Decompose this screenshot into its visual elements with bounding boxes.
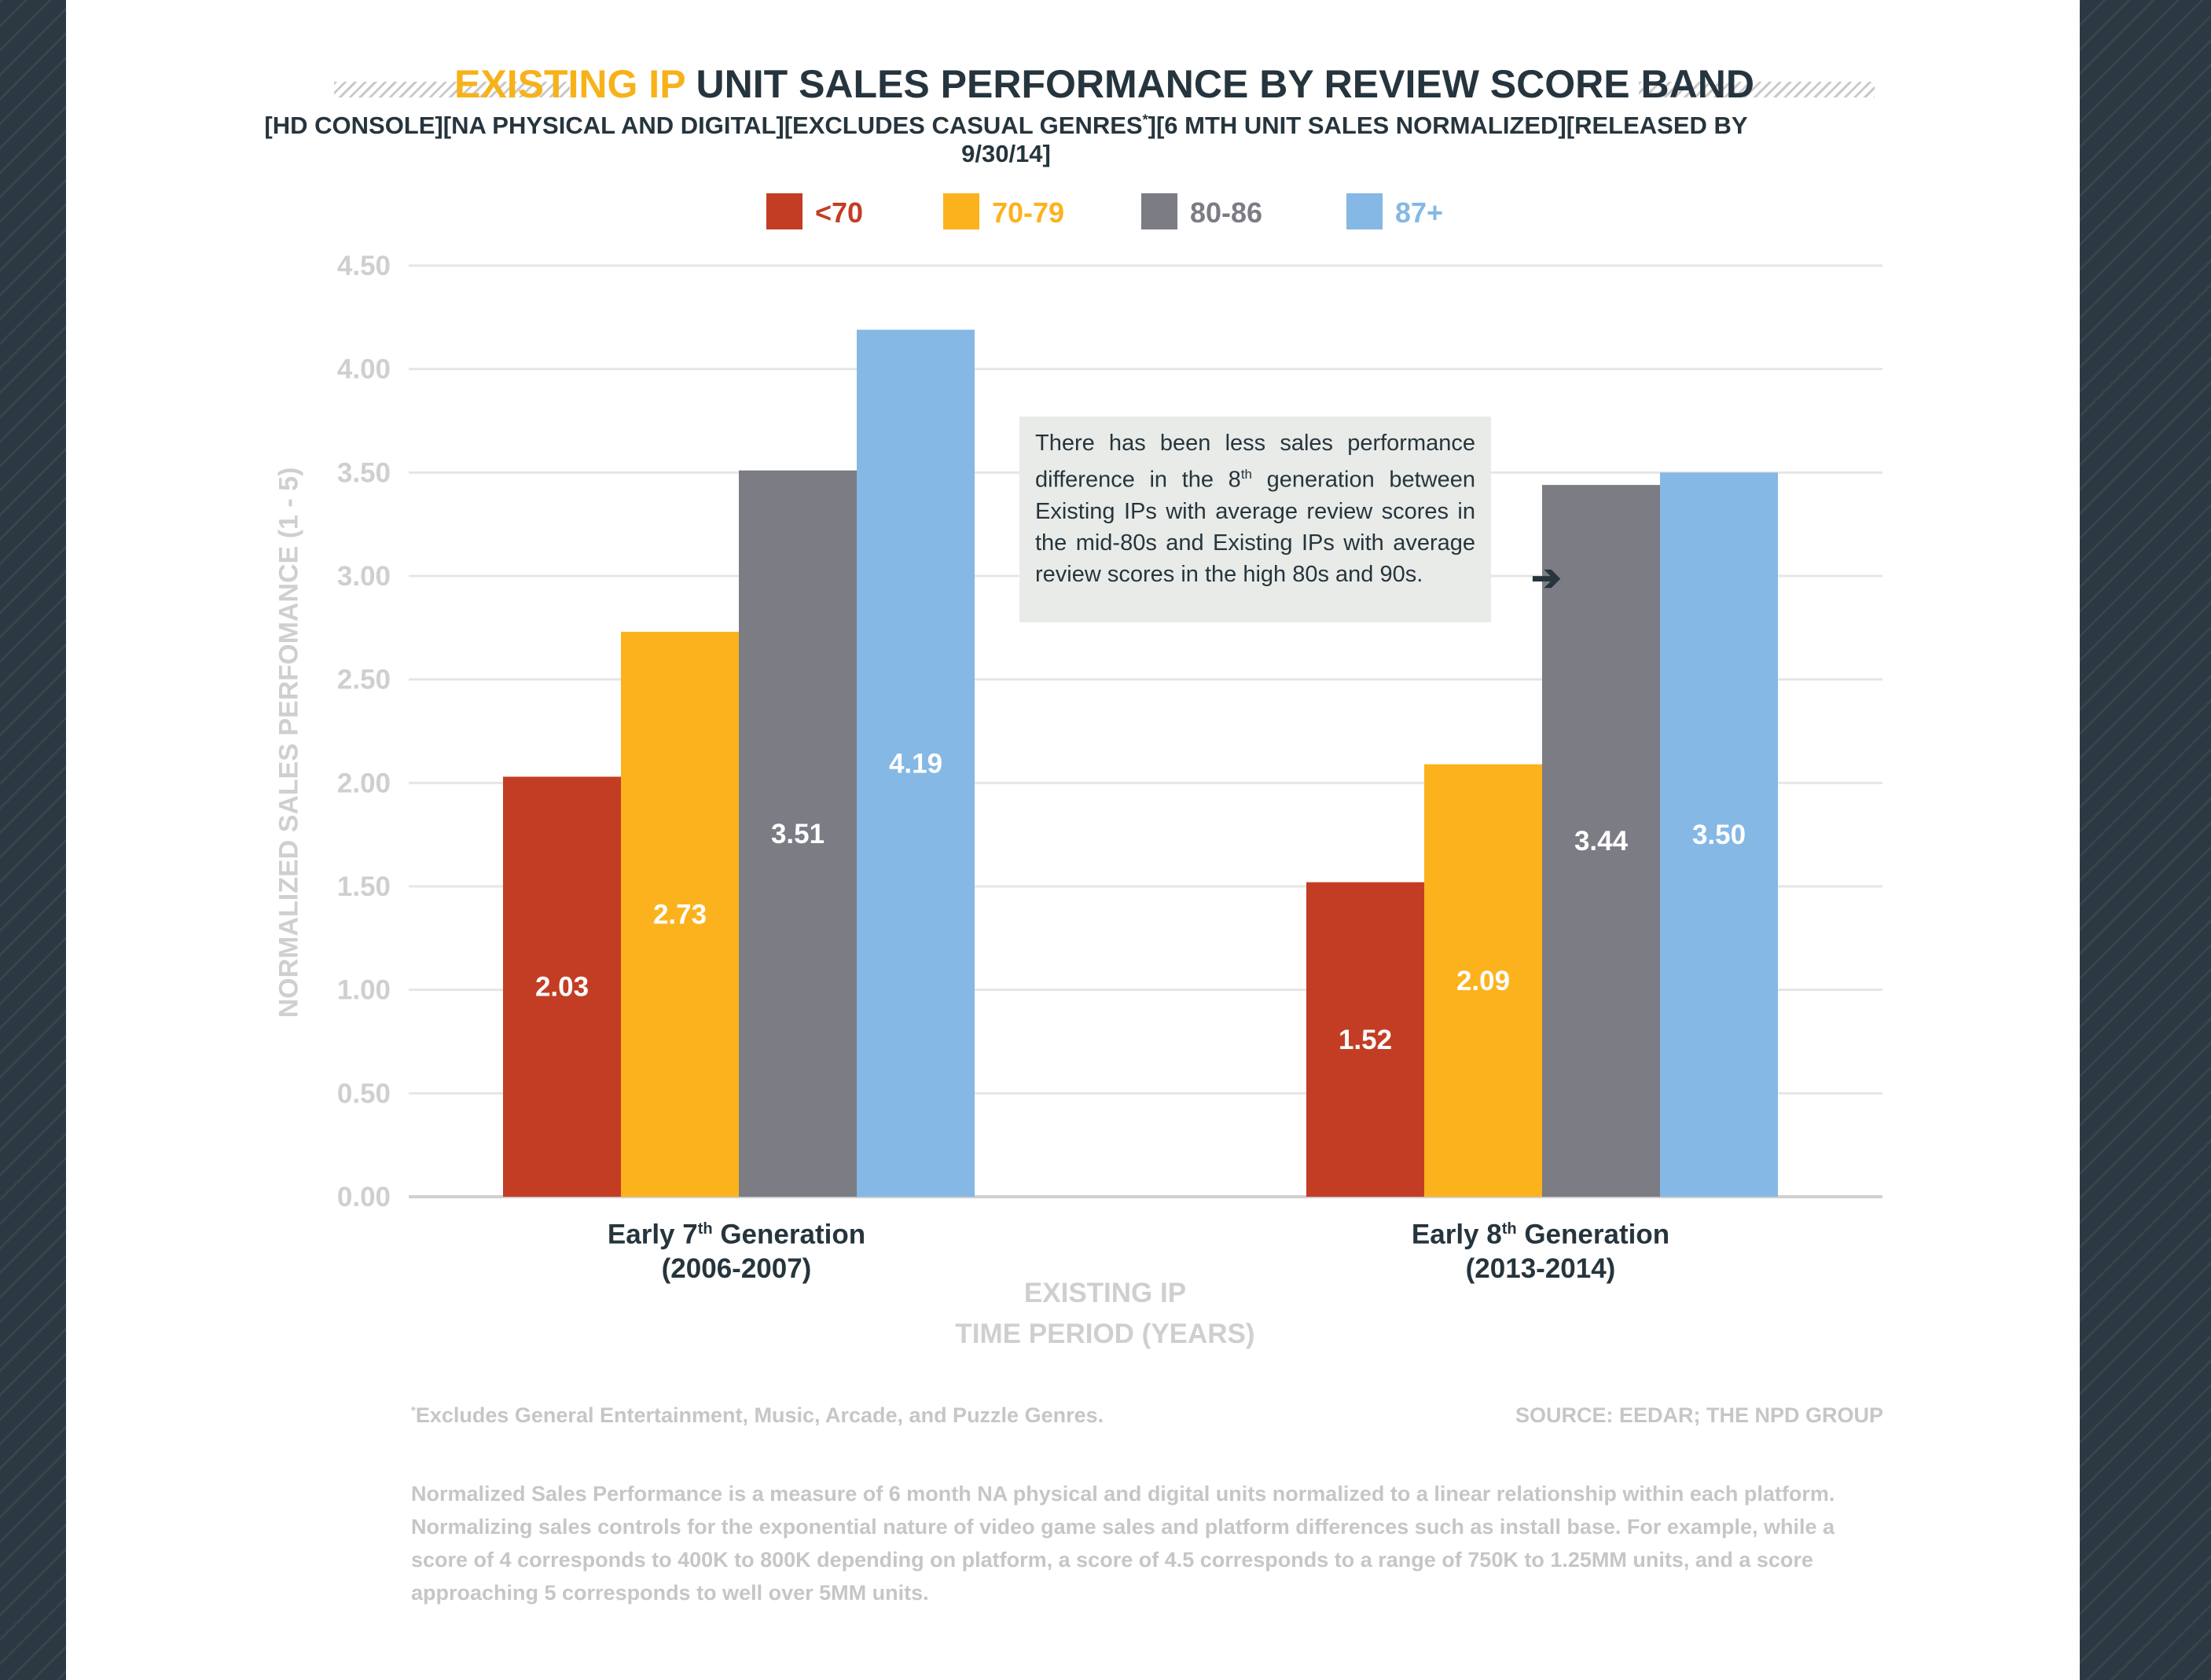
chart-title-rest: UNIT SALES PERFORMANCE BY REVIEW SCORE B… bbox=[685, 62, 1754, 106]
legend-swatch-80-86 bbox=[1141, 193, 1177, 229]
x-category-label-1: Early 8th Generation (2013-2014) bbox=[1344, 1212, 1737, 1286]
data-label-1-0: 2.73 bbox=[653, 900, 707, 930]
legend-swatch-87plus bbox=[1346, 193, 1383, 229]
subtitle-sup: * bbox=[1142, 112, 1148, 128]
bar-2-1 bbox=[1542, 485, 1660, 1197]
callout-sup: th bbox=[1240, 467, 1252, 482]
source-credit: SOURCE: EEDAR; THE NPD GROUP bbox=[1515, 1403, 1883, 1427]
label-layer: 2.03 1.52 2.73 2.09 3.51 3.44 4.19 3.50 bbox=[535, 748, 1746, 1055]
chart-subtitle: [HD CONSOLE][NA PHYSICAL AND DIGITAL][EX… bbox=[236, 112, 1776, 168]
x-cat1-sup: th bbox=[1501, 1220, 1517, 1238]
footnote-text: Excludes General Entertainment, Music, A… bbox=[415, 1403, 1104, 1427]
y-tick-label: 1.50 bbox=[337, 871, 391, 902]
footnote-sup: * bbox=[411, 1404, 416, 1418]
methodology-note: Normalized Sales Performance is a measur… bbox=[411, 1482, 1835, 1605]
bar-1-1 bbox=[1424, 764, 1542, 1197]
bar-3-1 bbox=[1660, 472, 1778, 1197]
x-axis-title-line1: EXISTING IP bbox=[1023, 1278, 1187, 1308]
y-tick-label: 3.00 bbox=[337, 561, 391, 592]
chart-title: EXISTING IP UNIT SALES PERFORMANCE BY RE… bbox=[334, 61, 1875, 107]
title-row: EXISTING IP UNIT SALES PERFORMANCE BY RE… bbox=[334, 61, 1875, 118]
bar-2-0 bbox=[739, 470, 857, 1197]
legend-swatch-70-79 bbox=[943, 193, 979, 229]
legend-swatch-lt70 bbox=[766, 193, 802, 229]
x-cat1-line1: Early 8 bbox=[1411, 1219, 1502, 1250]
callout-part1: There has been less sales performance di… bbox=[1035, 431, 1475, 493]
legend-label-80-86: 80-86 bbox=[1190, 196, 1263, 229]
y-tick-label: 4.00 bbox=[337, 354, 391, 385]
title-hatch-left bbox=[334, 82, 570, 97]
legend-label-87plus: 87+ bbox=[1395, 196, 1444, 229]
y-tick-label: 0.00 bbox=[337, 1182, 391, 1212]
title-hatch-right bbox=[1639, 82, 1875, 97]
y-tick-label: 0.50 bbox=[337, 1078, 391, 1109]
legend-label-70-79: 70-79 bbox=[992, 196, 1065, 229]
y-tick-label: 4.50 bbox=[337, 251, 391, 281]
bar-0-0 bbox=[503, 776, 621, 1197]
x-axis-title: EXISTING IP TIME PERIOD (YEARS) bbox=[869, 1273, 1341, 1355]
chart-title-accent: EXISTING IP bbox=[454, 62, 685, 106]
x-cat0-line2: (2006-2007) bbox=[661, 1253, 812, 1284]
data-label-0-1: 1.52 bbox=[1339, 1025, 1392, 1055]
legend-label-lt70: <70 bbox=[815, 196, 864, 229]
bar-0-1 bbox=[1306, 882, 1424, 1197]
x-cat0-sup: th bbox=[697, 1220, 713, 1238]
x-cat0-line1: Early 7 bbox=[607, 1219, 698, 1250]
x-cat1-line1b: Generation bbox=[1516, 1219, 1670, 1250]
bar-3-0 bbox=[857, 329, 975, 1198]
subtitle-part1: [HD CONSOLE][NA PHYSICAL AND DIGITAL][EX… bbox=[264, 112, 1143, 139]
y-tick-label: 1.00 bbox=[337, 975, 391, 1006]
subtitle-part2: ][6 MTH UNIT SALES NORMALIZED][RELEASED … bbox=[961, 112, 1748, 167]
y-tick-label: 3.50 bbox=[337, 457, 391, 488]
data-label-2-0: 3.51 bbox=[771, 819, 825, 849]
data-label-3-1: 3.50 bbox=[1692, 820, 1746, 850]
data-label-0-0: 2.03 bbox=[535, 972, 589, 1003]
data-label-1-1: 2.09 bbox=[1456, 966, 1510, 996]
x-axis-title-line2: TIME PERIOD (YEARS) bbox=[955, 1319, 1255, 1349]
data-label-2-1: 3.44 bbox=[1574, 826, 1629, 857]
y-tick-label: 2.00 bbox=[337, 768, 391, 798]
x-cat0-line1b: Generation bbox=[712, 1219, 866, 1250]
y-tick-label: 2.50 bbox=[337, 665, 391, 695]
bar-layer bbox=[503, 329, 1778, 1198]
annotation-callout: There has been less sales performance di… bbox=[1019, 416, 1491, 622]
arrow-right-icon: ➔ bbox=[1531, 557, 1562, 598]
x-category-label-0: Early 7th Generation (2006-2007) bbox=[540, 1212, 933, 1286]
y-axis-title: NORMALIZED SALES PERFOMANCE (1 - 5) bbox=[274, 467, 304, 1018]
data-label-3-0: 4.19 bbox=[889, 748, 942, 779]
footnote: *Excludes General Entertainment, Music, … bbox=[411, 1403, 1104, 1428]
bar-1-0 bbox=[621, 632, 739, 1197]
x-cat1-line2: (2013-2014) bbox=[1465, 1253, 1616, 1284]
callout-part2: generation between Existing IPs with ave… bbox=[1035, 467, 1475, 587]
